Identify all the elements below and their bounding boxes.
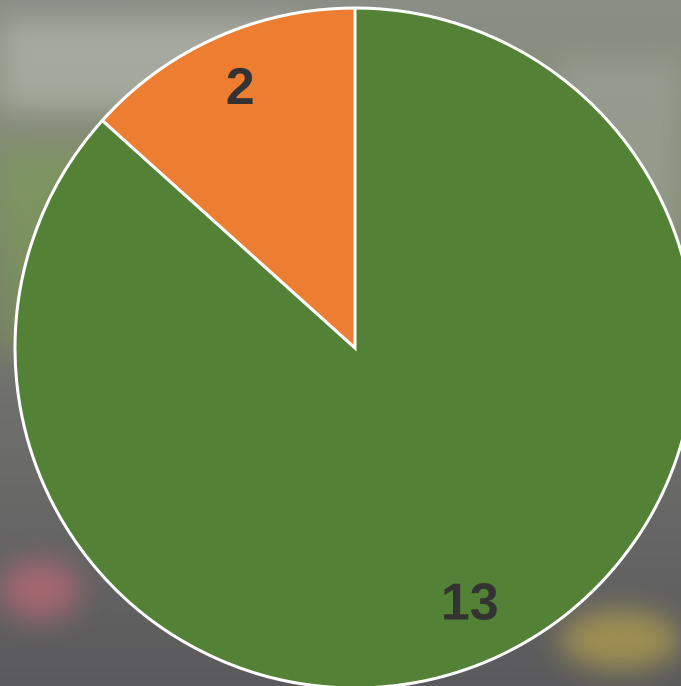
page: 132 (() => { const data = JSON.parse(doc… <box>0 0 681 686</box>
chart: 13 2 <box>0 0 681 686</box>
pie: 13 2 <box>15 8 681 686</box>
data-label: 2 <box>226 58 255 116</box>
data-label: 13 <box>441 574 499 632</box>
